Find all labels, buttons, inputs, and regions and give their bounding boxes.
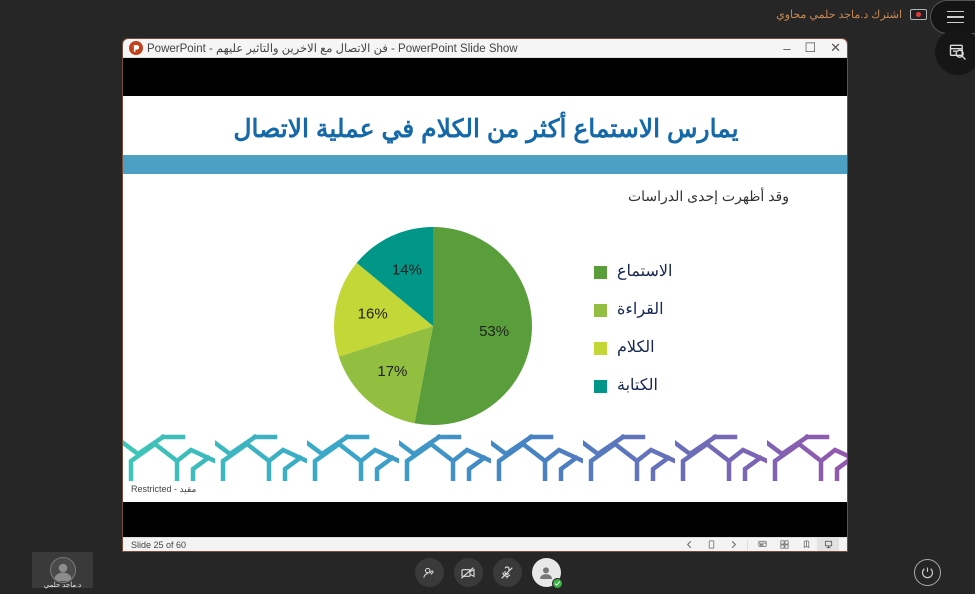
svg-text:17%: 17% xyxy=(377,363,407,380)
svg-text:14%: 14% xyxy=(392,262,422,279)
svg-text:16%: 16% xyxy=(358,306,388,323)
svg-text:53%: 53% xyxy=(479,323,509,340)
